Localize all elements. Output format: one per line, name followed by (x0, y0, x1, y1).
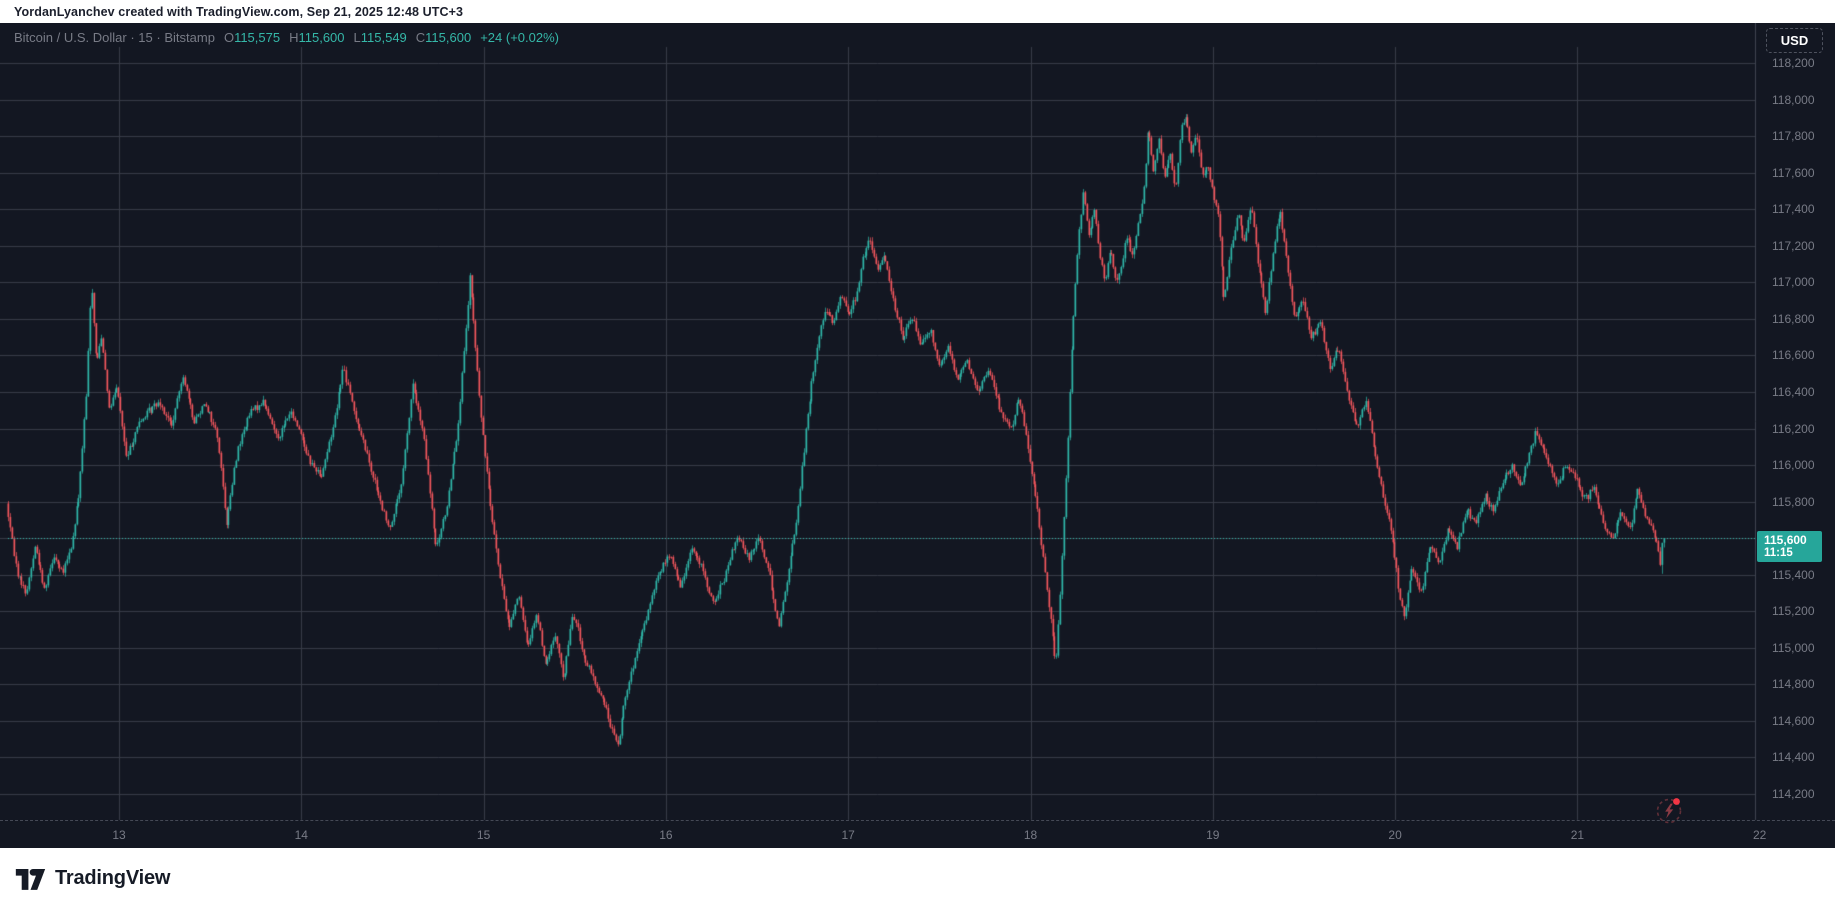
price-tick-label: 117,200 (1772, 238, 1815, 253)
lightning-bolt-icon (1665, 803, 1674, 819)
time-tick-label: 13 (112, 828, 126, 842)
attribution-text: YordanLyanchev created with TradingView.… (14, 4, 464, 19)
time-tick-label: 15 (476, 828, 491, 842)
price-tick-label: 115,000 (1772, 640, 1815, 655)
price-tick-label: 114,800 (1772, 677, 1815, 692)
last-price-time: 11:15 (1764, 547, 1793, 559)
change-label: +24 (+0.02%) (480, 30, 559, 45)
last-price-label: 115,600 11:15 (1757, 531, 1822, 562)
price-tick-label: 114,200 (1772, 787, 1815, 801)
ohlc-open: O115,575 (223, 30, 281, 45)
time-tick-label: 22 (1753, 828, 1767, 842)
attribution-bar: YordanLyanchev created with TradingView.… (0, 0, 1835, 23)
price-tick-label: 116,000 (1772, 458, 1815, 473)
price-tick-label: 115,800 (1772, 494, 1815, 509)
price-tick-label: 117,000 (1772, 275, 1815, 290)
tradingview-logo-text[interactable]: TradingView (55, 867, 171, 889)
ohlc-low: L115,549 (353, 30, 407, 45)
price-tick-label: 117,600 (1772, 165, 1815, 180)
price-tick-label: 118,000 (1772, 92, 1815, 107)
price-tick-label: 117,800 (1772, 129, 1815, 144)
symbol-name: Bitcoin / U.S. Dollar (14, 30, 127, 45)
price-tick-label: 118,200 (1772, 56, 1815, 70)
time-tick-label: 18 (1023, 828, 1038, 842)
time-tick-label: 17 (841, 828, 855, 842)
exchange-label: Bitstamp (164, 30, 215, 45)
price-tick-label: 115,200 (1772, 604, 1815, 619)
flash-icon[interactable] (1646, 788, 1692, 834)
price-tick-label: 116,800 (1772, 311, 1815, 326)
price-tick-label: 117,400 (1772, 202, 1815, 217)
symbol-header: Bitcoin / U.S. Dollar · 15 · Bitstamp O1… (14, 30, 559, 45)
time-tick-label: 19 (1206, 828, 1220, 842)
time-axis[interactable]: 13 14 15 16 17 18 19 20 21 22 (0, 820, 1835, 848)
price-axis[interactable]: 118,200 118,000 117,800 117,600 117,400 117,2… (1755, 23, 1835, 820)
currency-button[interactable]: USD (1766, 28, 1823, 53)
ohlc-high: H115,600 (289, 30, 345, 45)
price-tick-label: 116,400 (1772, 384, 1815, 399)
footer: TradingView (0, 848, 1835, 909)
price-tick-label: 116,600 (1772, 348, 1815, 363)
time-tick-label: 21 (1570, 828, 1585, 842)
time-tick-label: 16 (659, 828, 673, 842)
last-price-value: 115,600 (1764, 533, 1807, 547)
price-tick-label: 114,400 (1772, 750, 1815, 765)
price-tick-label: 116,200 (1772, 421, 1815, 436)
time-tick-label: 20 (1388, 828, 1402, 842)
symbol-title: Bitcoin / U.S. Dollar · 15 · Bitstamp (14, 30, 215, 45)
price-tick-label: 115,400 (1772, 567, 1815, 582)
time-tick-label: 14 (294, 828, 308, 842)
candlestick-canvas[interactable] (0, 23, 1835, 848)
ohlc-close: C115,600 (415, 30, 472, 45)
price-tick-label: 114,600 (1772, 713, 1815, 728)
interval-label: 15 (138, 30, 153, 45)
tradingview-logo-icon[interactable] (15, 866, 46, 892)
notification-dot (1673, 798, 1680, 805)
chart-area: Bitcoin / U.S. Dollar · 15 · Bitstamp O1… (0, 23, 1835, 848)
separator-dot: · (156, 30, 161, 45)
separator-dot: · (130, 30, 135, 45)
